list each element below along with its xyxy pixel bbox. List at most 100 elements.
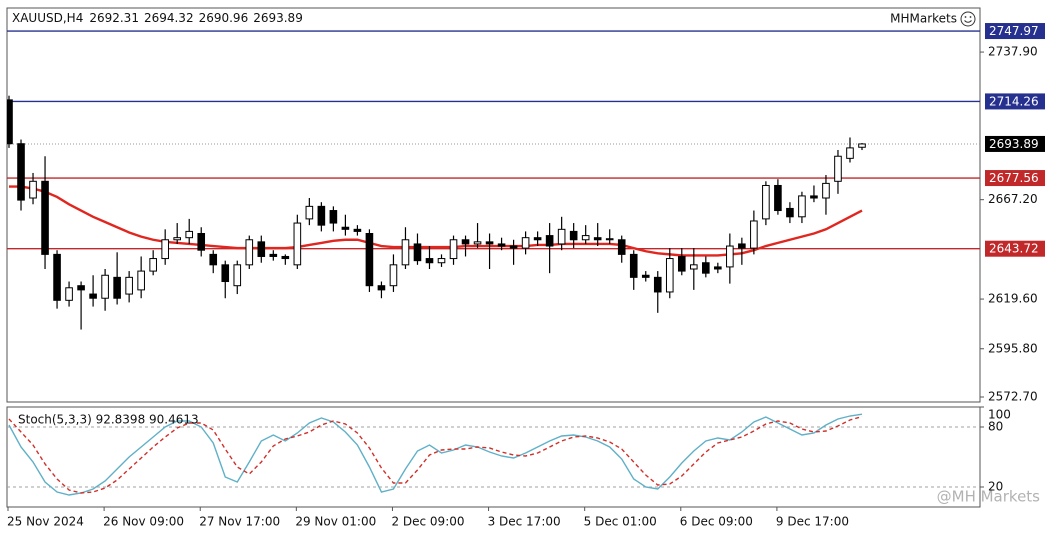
candle-body xyxy=(617,239,626,255)
candle-body xyxy=(437,258,446,264)
candle-body xyxy=(593,237,602,241)
brand-icon xyxy=(960,11,976,27)
plot-area xyxy=(7,30,980,330)
main-line xyxy=(8,413,863,496)
candle-body xyxy=(197,233,206,251)
candle-body xyxy=(353,228,362,232)
candle-body xyxy=(750,220,758,249)
candle-body xyxy=(714,266,722,270)
symbol: XAUUSD,H4 xyxy=(12,11,83,25)
candle-body xyxy=(581,235,590,241)
candle-body xyxy=(425,258,434,264)
x-tick-label: 9 Dec 17:00 xyxy=(776,515,849,529)
candle-body xyxy=(726,245,734,268)
candle-body xyxy=(485,241,494,245)
header-close: 2693.89 xyxy=(253,11,303,25)
candle-body xyxy=(257,241,266,257)
candle-body xyxy=(41,180,49,255)
candle-body xyxy=(245,239,254,266)
candle-body xyxy=(810,195,818,199)
candle-body xyxy=(509,245,518,249)
y-tick-label: 100 xyxy=(988,408,1011,422)
candle-body xyxy=(101,274,109,299)
candle-body xyxy=(786,207,794,218)
candle-body xyxy=(605,238,614,241)
level-label: 2747.97 xyxy=(989,24,1039,38)
candle-body xyxy=(653,276,662,293)
y-tick-label: 20 xyxy=(988,480,1003,494)
candle-body xyxy=(221,264,230,283)
candle-body xyxy=(185,230,194,239)
candle-body xyxy=(641,274,650,278)
candle-body xyxy=(269,253,278,257)
main-pane-frame xyxy=(6,7,981,403)
candle-body xyxy=(137,270,145,291)
candle-body xyxy=(17,143,25,201)
candle-body xyxy=(209,253,218,266)
candle-body xyxy=(377,285,386,291)
level-label-box xyxy=(985,93,1045,110)
brand: MHMarkets xyxy=(890,12,957,26)
y-tick-label: 2595.80 xyxy=(988,341,1038,355)
level-label-box xyxy=(985,240,1045,257)
candle-body xyxy=(834,155,842,182)
y-tick-label: 80 xyxy=(988,420,1003,434)
candle-body xyxy=(29,180,37,199)
y-tick-label: 2619.60 xyxy=(988,292,1038,306)
candle-body xyxy=(762,184,770,220)
candle-body xyxy=(53,253,61,301)
candle-body xyxy=(738,243,746,249)
level-label: 2714.26 xyxy=(989,94,1039,108)
level-label: 2643.72 xyxy=(989,242,1039,256)
candle-body xyxy=(173,237,182,241)
x-tick-label: 25 Nov 2024 xyxy=(7,515,84,529)
level-label: 2677.56 xyxy=(989,171,1039,185)
candle-body xyxy=(702,262,710,274)
candle-body xyxy=(677,255,686,272)
x-tick-label: 29 Nov 01:00 xyxy=(295,515,376,529)
header-open: 2692.31 xyxy=(89,11,139,25)
x-tick-label: 27 Nov 17:00 xyxy=(199,515,280,529)
y-tick-label: 2667.20 xyxy=(988,192,1038,206)
signal-line xyxy=(8,415,863,494)
candle-body xyxy=(365,233,374,287)
candle-body xyxy=(329,210,338,224)
candle-body xyxy=(665,258,674,293)
candle-body xyxy=(89,293,97,299)
chart-header: XAUUSD,H4 2692.31 2694.32 2690.96 2693.89 xyxy=(12,11,303,25)
candle-body xyxy=(629,253,638,278)
candle-body xyxy=(389,264,398,287)
level-label-box xyxy=(985,135,1045,152)
candle-body xyxy=(858,143,866,148)
candle-body xyxy=(449,239,458,260)
candle-body xyxy=(161,239,169,260)
candle-body xyxy=(113,276,121,299)
candle-body xyxy=(846,147,854,159)
candle-body xyxy=(305,205,314,220)
x-tick-label: 2 Dec 09:00 xyxy=(391,515,464,529)
level-label-box xyxy=(985,170,1045,187)
candle-body xyxy=(125,276,133,295)
stoch-pane-frame xyxy=(6,406,981,508)
candle-body xyxy=(65,287,73,301)
y-tick-label: 2737.90 xyxy=(988,45,1038,59)
candle-body xyxy=(401,239,410,266)
x-tick-label: 3 Dec 17:00 xyxy=(488,515,561,529)
candle-body xyxy=(557,228,566,245)
candle-body xyxy=(569,230,578,241)
candle-body xyxy=(545,235,554,247)
x-tick-label: 6 Dec 09:00 xyxy=(680,515,753,529)
x-tick-label: 5 Dec 01:00 xyxy=(584,515,657,529)
header-low: 2690.96 xyxy=(199,11,249,25)
candle-body xyxy=(689,264,698,270)
candle-body xyxy=(798,195,806,218)
candle-body xyxy=(7,99,13,145)
candle-body xyxy=(281,255,290,260)
candle-body xyxy=(233,264,242,287)
candle-body xyxy=(473,241,482,245)
stoch-title: Stoch(5,3,3) 92.8398 90.4613 xyxy=(18,413,199,427)
x-tick-label: 26 Nov 09:00 xyxy=(103,515,184,529)
